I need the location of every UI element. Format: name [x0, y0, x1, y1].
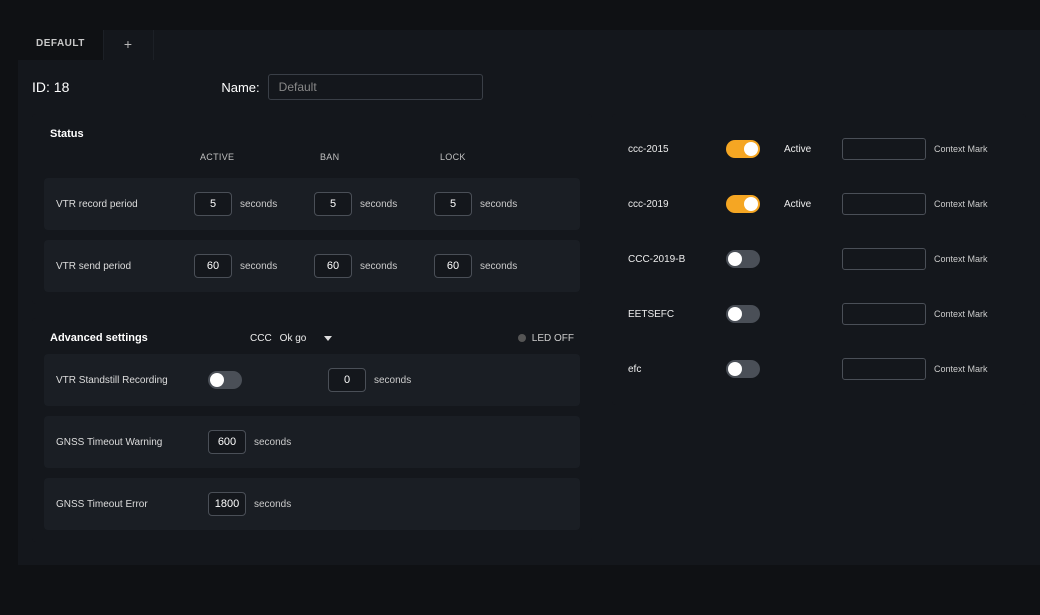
- service-toggle[interactable]: [726, 140, 760, 158]
- name-label: Name:: [221, 80, 259, 95]
- service-status: Active: [784, 199, 834, 210]
- advanced-row: GNSS Timeout Warning seconds: [44, 416, 580, 468]
- vtr-record-lock-input[interactable]: [434, 192, 472, 216]
- service-status: Active: [784, 144, 834, 155]
- tab-default[interactable]: DEFAULT: [18, 30, 104, 60]
- advanced-row-label: GNSS Timeout Warning: [56, 437, 208, 448]
- ccc-value: Ok go: [280, 333, 307, 344]
- gnss-err-input[interactable]: [208, 492, 246, 516]
- advanced-row-label: VTR Standstill Recording: [56, 375, 208, 386]
- advanced-row: GNSS Timeout Error seconds: [44, 478, 580, 530]
- ccc-dropdown[interactable]: CCC Ok go: [250, 333, 332, 344]
- context-mark-label: Context Mark: [934, 199, 988, 209]
- advanced-panel: Advanced settings CCC Ok go LED OFF VTR …: [32, 318, 592, 542]
- status-header-lock: LOCK: [440, 152, 560, 162]
- unit-label: seconds: [360, 199, 397, 210]
- chevron-down-icon: [324, 336, 332, 341]
- context-mark-input[interactable]: [842, 138, 926, 160]
- service-name: ccc-2019: [628, 199, 718, 210]
- advanced-title: Advanced settings: [50, 332, 250, 344]
- service-name: ccc-2015: [628, 144, 718, 155]
- standstill-toggle[interactable]: [208, 371, 242, 389]
- context-mark-input[interactable]: [842, 303, 926, 325]
- service-name: EETSEFC: [628, 309, 718, 320]
- vtr-record-ban-input[interactable]: [314, 192, 352, 216]
- status-title: Status: [50, 128, 574, 148]
- service-name: efc: [628, 364, 718, 375]
- service-row: ccc-2019 Active Context Mark: [622, 177, 1016, 232]
- service-row: ccc-2015 Active Context Mark: [622, 122, 1016, 177]
- context-mark-label: Context Mark: [934, 309, 988, 319]
- unit-label: seconds: [480, 199, 517, 210]
- ccc-label: CCC: [250, 333, 272, 344]
- vtr-record-active-input[interactable]: [194, 192, 232, 216]
- tab-bar: DEFAULT +: [18, 30, 1040, 60]
- services-panel: ccc-2015 Active Context Mark ccc-2019 Ac…: [612, 114, 1026, 405]
- led-dot-icon: [518, 334, 526, 342]
- unit-label: seconds: [254, 437, 291, 448]
- unit-label: seconds: [240, 261, 277, 272]
- status-row: VTR record period seconds seconds second…: [44, 178, 580, 230]
- service-toggle[interactable]: [726, 360, 760, 378]
- status-row-label: VTR record period: [56, 199, 194, 210]
- service-row: CCC-2019-B Context Mark: [622, 232, 1016, 287]
- status-row: VTR send period seconds seconds seconds: [44, 240, 580, 292]
- service-toggle[interactable]: [726, 195, 760, 213]
- context-mark-label: Context Mark: [934, 144, 988, 154]
- app-root: DEFAULT + ID: 18 Name: Status ACTIVE BAN…: [18, 30, 1040, 565]
- context-mark-input[interactable]: [842, 358, 926, 380]
- status-header-active: ACTIVE: [200, 152, 320, 162]
- service-row: efc Context Mark: [622, 342, 1016, 397]
- vtr-send-lock-input[interactable]: [434, 254, 472, 278]
- context-mark-label: Context Mark: [934, 254, 988, 264]
- led-label: LED OFF: [532, 333, 574, 344]
- top-bar: ID: 18 Name:: [18, 60, 1040, 110]
- context-mark-input[interactable]: [842, 248, 926, 270]
- service-name: CCC-2019-B: [628, 254, 718, 265]
- unit-label: seconds: [480, 261, 517, 272]
- name-input[interactable]: [268, 74, 483, 100]
- tab-add[interactable]: +: [104, 30, 154, 60]
- service-toggle[interactable]: [726, 250, 760, 268]
- led-indicator: LED OFF: [518, 333, 574, 344]
- vtr-send-active-input[interactable]: [194, 254, 232, 278]
- vtr-send-ban-input[interactable]: [314, 254, 352, 278]
- status-row-label: VTR send period: [56, 261, 194, 272]
- unit-label: seconds: [254, 499, 291, 510]
- gnss-warn-input[interactable]: [208, 430, 246, 454]
- service-row: EETSEFC Context Mark: [622, 287, 1016, 342]
- unit-label: seconds: [240, 199, 277, 210]
- context-mark-input[interactable]: [842, 193, 926, 215]
- unit-label: seconds: [360, 261, 397, 272]
- status-panel: Status ACTIVE BAN LOCK VTR record period…: [32, 114, 592, 304]
- status-header-ban: BAN: [320, 152, 440, 162]
- advanced-row: VTR Standstill Recording seconds: [44, 354, 580, 406]
- standstill-value-input[interactable]: [328, 368, 366, 392]
- service-toggle[interactable]: [726, 305, 760, 323]
- context-mark-label: Context Mark: [934, 364, 988, 374]
- advanced-row-label: GNSS Timeout Error: [56, 499, 208, 510]
- id-label: ID: 18: [32, 79, 69, 95]
- unit-label: seconds: [374, 375, 411, 386]
